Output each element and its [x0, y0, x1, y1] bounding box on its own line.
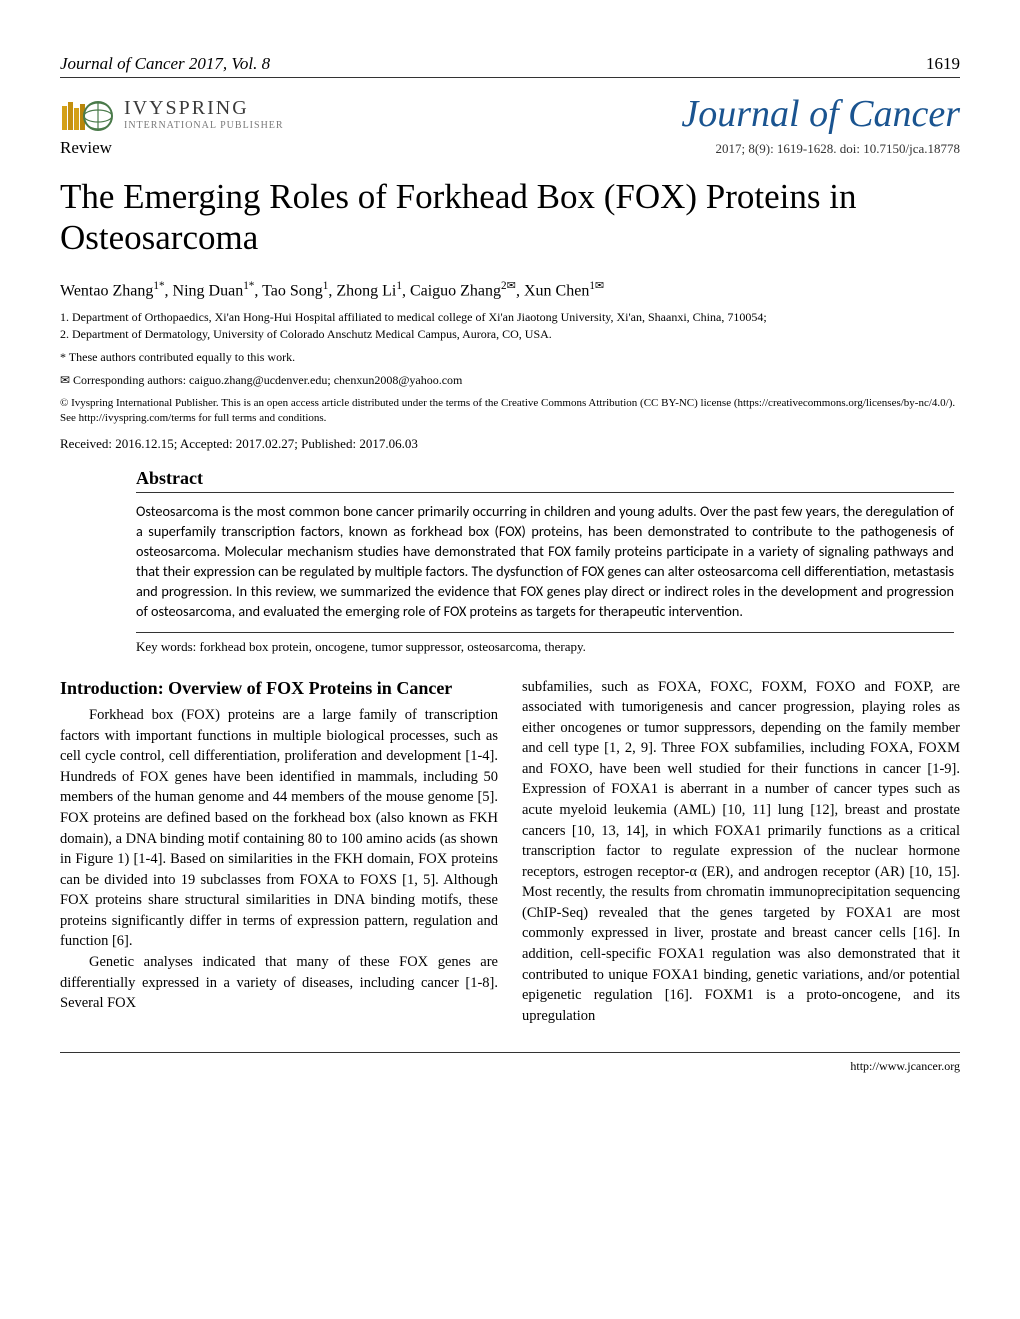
body-paragraph: subfamilies, such as FOXA, FOXC, FOXM, F…	[522, 677, 960, 1027]
body-columns: Introduction: Overview of FOX Proteins i…	[60, 677, 960, 1027]
page-footer: http://www.jcancer.org	[60, 1052, 960, 1074]
running-header: Journal of Cancer 2017, Vol. 8 1619	[60, 54, 960, 78]
publisher-name: IVYSPRING	[124, 97, 284, 120]
article-type: Review	[60, 138, 112, 158]
publisher-subtitle: INTERNATIONAL PUBLISHER	[124, 120, 284, 131]
abstract-block: Abstract Osteosarcoma is the most common…	[136, 468, 954, 655]
affiliation-1: 1. Department of Orthopaedics, Xi'an Hon…	[60, 310, 960, 325]
citation-info: 2017; 8(9): 1619-1628. doi: 10.7150/jca.…	[716, 141, 960, 157]
equal-contribution-note: * These authors contributed equally to t…	[60, 350, 960, 365]
body-paragraph: Forkhead box (FOX) proteins are a large …	[60, 705, 498, 952]
page-number: 1619	[926, 54, 960, 74]
affiliations: 1. Department of Orthopaedics, Xi'an Hon…	[60, 310, 960, 342]
citation-row: Review 2017; 8(9): 1619-1628. doi: 10.71…	[60, 138, 960, 158]
license-text: © Ivyspring International Publisher. Thi…	[60, 396, 960, 426]
keywords: Key words: forkhead box protein, oncogen…	[136, 632, 954, 655]
authors-line: Wentao Zhang1*, Ning Duan1*, Tao Song1, …	[60, 279, 960, 300]
section-heading-intro: Introduction: Overview of FOX Proteins i…	[60, 677, 498, 700]
footer-url: http://www.jcancer.org	[850, 1059, 960, 1074]
affiliation-2: 2. Department of Dermatology, University…	[60, 327, 960, 342]
publication-dates: Received: 2016.12.15; Accepted: 2017.02.…	[60, 436, 960, 452]
abstract-heading: Abstract	[136, 468, 954, 493]
journal-volume: Journal of Cancer 2017, Vol. 8	[60, 54, 270, 74]
brand-row: IVYSPRING INTERNATIONAL PUBLISHER Journa…	[60, 92, 960, 136]
body-paragraph: Genetic analyses indicated that many of …	[60, 952, 498, 1014]
abstract-body: Osteosarcoma is the most common bone can…	[136, 501, 954, 622]
corresponding-authors: ✉ Corresponding authors: caiguo.zhang@uc…	[60, 373, 960, 388]
journal-title: Journal of Cancer	[681, 92, 960, 136]
ivyspring-logo-icon	[60, 92, 118, 136]
article-title: The Emerging Roles of Forkhead Box (FOX)…	[60, 176, 960, 259]
publisher-logo: IVYSPRING INTERNATIONAL PUBLISHER	[60, 92, 284, 136]
